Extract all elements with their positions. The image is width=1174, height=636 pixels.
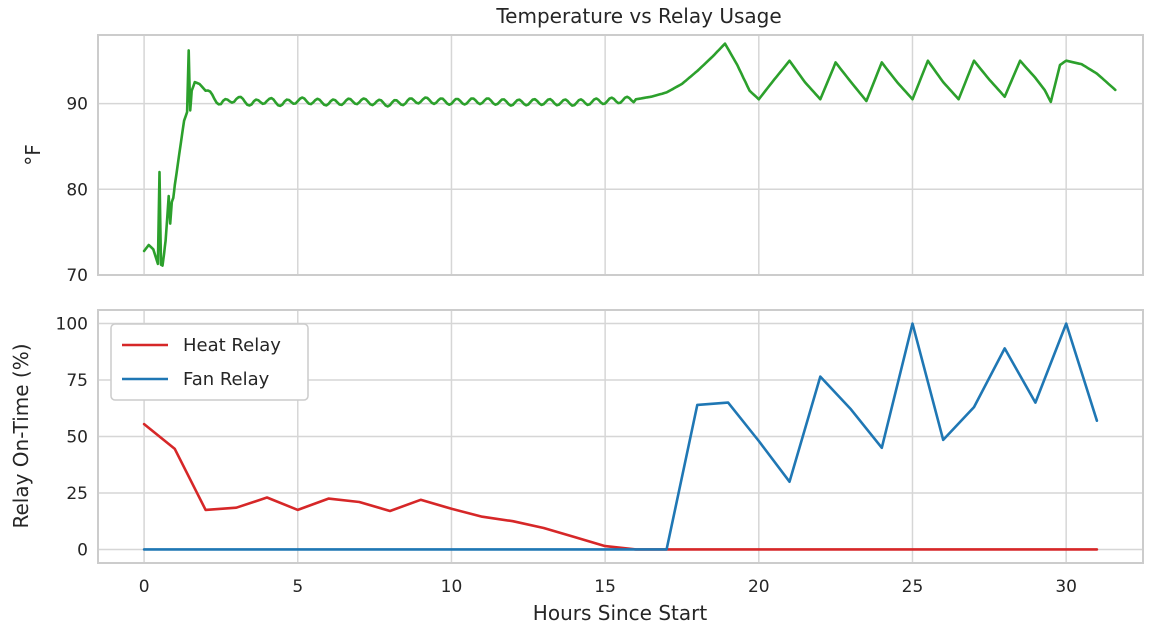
x-tick-label: 20 xyxy=(748,577,770,597)
temperature-y-tick-label: 90 xyxy=(66,95,88,115)
legend-label-fan-relay: Fan Relay xyxy=(183,369,270,390)
legend-box xyxy=(110,323,309,401)
relay-series-line-fan-relay xyxy=(142,322,1099,551)
relay-y-tick-label: 25 xyxy=(66,484,88,504)
x-tick-label: 10 xyxy=(441,577,463,597)
x-tick-label: 30 xyxy=(1055,577,1077,597)
relay-series-line-heat-relay xyxy=(142,422,1099,551)
relay-panel-series xyxy=(142,322,1099,551)
temperature-series-line-0 xyxy=(142,42,1117,267)
relay-y-ticks: 0 25 50 75 100 xyxy=(56,315,88,561)
x-tick-label: 25 xyxy=(902,577,924,597)
temperature-y-axis-title: °F xyxy=(21,144,45,166)
relay-y-tick-label: 100 xyxy=(56,315,88,335)
x-tick-label: 15 xyxy=(594,577,616,597)
chart-title: Temperature vs Relay Usage xyxy=(495,4,781,28)
temperature-panel-frame xyxy=(97,34,1144,276)
x-axis-title: Hours Since Start xyxy=(533,601,708,625)
temperature-panel-background xyxy=(98,35,1174,275)
relay-y-tick-label: 50 xyxy=(66,428,88,448)
x-tick-label: 0 xyxy=(139,577,150,597)
relay-legend: Heat Relay Fan Relay xyxy=(110,323,309,401)
relay-panel: 0 25 50 75 100 Relay On-Time (%) Heat Relay … xyxy=(9,309,1144,564)
relay-y-tick-label: 75 xyxy=(66,371,88,391)
temperature-y-tick-label: 80 xyxy=(66,180,88,200)
temperature-y-tick-label: 70 xyxy=(66,266,88,286)
x-tick-label: 5 xyxy=(292,577,303,597)
temperature-panel: 70 80 90 °F xyxy=(21,34,1174,286)
temperature-y-ticks: 70 80 90 xyxy=(66,95,88,286)
relay-y-axis-title: Relay On-Time (%) xyxy=(9,343,33,528)
relay-y-tick-label: 0 xyxy=(77,540,88,560)
relay-panel-frame xyxy=(97,309,1144,564)
temperature-panel-series xyxy=(142,42,1117,267)
x-ticks: 0 5 10 15 20 25 30 xyxy=(139,577,1077,597)
legend-label-heat-relay: Heat Relay xyxy=(183,335,281,356)
